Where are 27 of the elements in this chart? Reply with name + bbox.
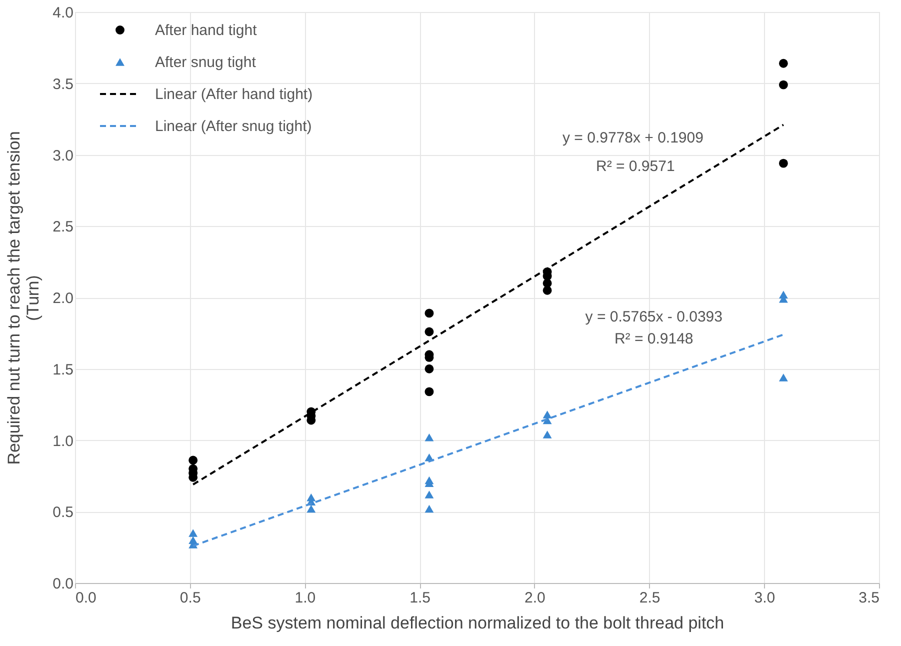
legend-label: Linear (After hand tight) — [155, 86, 313, 103]
annotation: y = 0.5765x - 0.0393 — [585, 308, 722, 326]
y-tick-label: 1.5 — [52, 361, 74, 378]
y-tick-label: 2.0 — [52, 290, 74, 307]
y-tick-label: 0.5 — [52, 504, 74, 522]
x-tick-label: 0.0 — [76, 590, 96, 606]
x-axis-title: BeS system nominal deflection normalized to the bolt thread pitch — [230, 614, 724, 632]
y-tick-label: 3.5 — [52, 76, 74, 93]
legend-label: After snug tight — [155, 54, 257, 71]
x-tick-label: 2.0 — [524, 590, 546, 606]
annotation: R² = 0.9148 — [614, 330, 694, 348]
x-tick-label: 1.5 — [410, 590, 430, 606]
y-tick-label: 0.0 — [52, 576, 74, 592]
x-tick-label: 3.5 — [858, 590, 880, 606]
x-tick-label: 3.0 — [754, 590, 776, 606]
y-tick-label: 4.0 — [52, 4, 74, 22]
x-tick-label: 0.5 — [180, 590, 201, 606]
x-tick-label: 1.0 — [294, 590, 316, 606]
x-tick-label: 2.5 — [639, 590, 660, 606]
legend-label: After hand tight — [155, 22, 258, 39]
y-tick-label: 1.0 — [52, 432, 74, 450]
y-tick-label: 2.5 — [52, 218, 74, 236]
annotation: y = 0.9778x + 0.1909 — [562, 130, 704, 147]
y-tick-label: 3.0 — [52, 147, 74, 164]
y-axis-title: Required nut turn to reach the target tension (Turn) — [4, 131, 43, 465]
legend-label: Linear (After snug tight) — [155, 118, 312, 135]
annotation: R² = 0.9571 — [596, 158, 675, 176]
